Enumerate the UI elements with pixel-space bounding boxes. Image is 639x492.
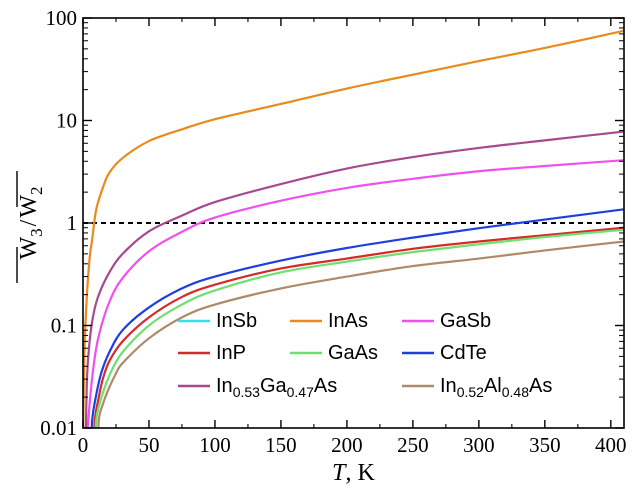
y-tick-label: 1 [67, 211, 78, 235]
legend-label: InSb [216, 310, 257, 332]
x-tick-label: 200 [331, 433, 363, 457]
legend-label: In0.53Ga0.47As [216, 375, 337, 400]
x-tick-label: 350 [529, 433, 561, 457]
y-tick-label: 10 [56, 109, 77, 133]
series-line-2 [86, 159, 624, 428]
x-tick-label: 0 [78, 433, 89, 457]
legend-label: CdTe [440, 342, 487, 364]
y-tick-label: 0.1 [51, 314, 77, 338]
legend-label: InP [216, 342, 246, 364]
legend-label: GaAs [328, 342, 378, 364]
x-tick-label: 400 [595, 433, 627, 457]
legend-label: In0.52Al0.48As [440, 375, 552, 400]
series-line-1 [83, 29, 624, 428]
legend-label: InAs [328, 310, 368, 332]
y-axis-title: W3/W2 [16, 171, 46, 283]
x-tick-label: 300 [463, 433, 495, 457]
y-tick-label: 100 [46, 6, 78, 30]
y-tick-label: 0.01 [40, 416, 77, 440]
series-line-5 [90, 208, 624, 428]
x-tick-label: 150 [265, 433, 297, 457]
x-tick-label: 50 [138, 433, 159, 457]
svg-text:W3/W2: W3/W2 [16, 187, 46, 260]
x-tick-label: 250 [397, 433, 429, 457]
x-tick-label: 100 [199, 433, 231, 457]
series-line-7 [97, 240, 624, 428]
series-line-4 [94, 228, 624, 428]
series-line-6 [84, 130, 624, 428]
series-line-3 [93, 226, 624, 428]
x-axis-title: T, K [332, 460, 375, 486]
legend-label: GaSb [440, 310, 491, 332]
